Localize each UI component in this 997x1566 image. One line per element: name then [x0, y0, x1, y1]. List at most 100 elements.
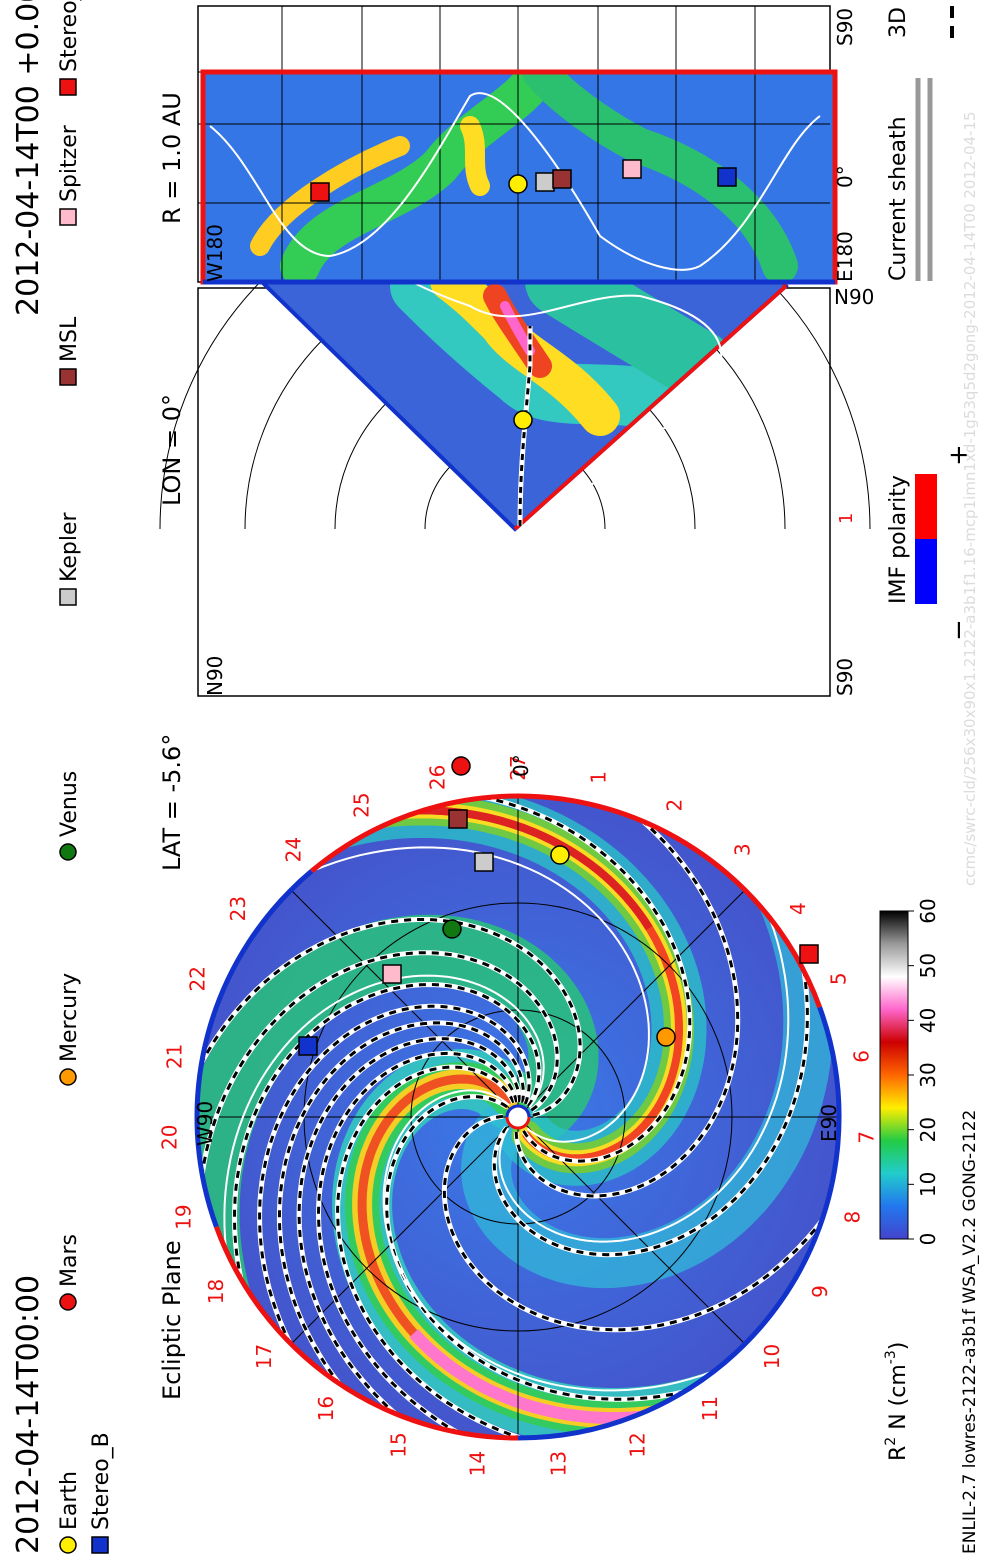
meridional-n-label: N90 [203, 656, 227, 696]
colorbar-tick-label: 0 [916, 1233, 940, 1246]
carrington-label: 4 [786, 902, 810, 915]
carrington-label: 17 [252, 1344, 276, 1369]
colorbar-tick-label: 10 [916, 1172, 940, 1197]
legend-circle-icon [59, 1293, 77, 1311]
imf-plus-label: + [944, 444, 974, 466]
carrington-labels: 1234567891011121314151617181920212223242… [158, 755, 879, 1476]
legend-item-venus: Venus [57, 771, 82, 861]
rect-stereo-a-marker [310, 182, 330, 202]
rect-sheath-line [209, 92, 821, 271]
ecliptic-lat-label: LAT = -5.6° [158, 734, 186, 871]
legend-item-earth: Earth [57, 1471, 82, 1554]
carrington-label: 19 [172, 1204, 196, 1229]
legend-label: Stereo_B [89, 1432, 114, 1530]
line-legend: Current sheath 3D IMF line [886, 0, 954, 281]
body-legend: Earth Mars Mercury Venus Kepler MSL Spitzer Ste… [57, 0, 114, 1554]
imf-line-dash [200, 918, 582, 1117]
imf-line-dash [336, 1065, 522, 1440]
colorbar-gradient [879, 910, 909, 1240]
legend-label: MSL [57, 316, 82, 362]
meridional-rim-south [513, 284, 788, 531]
colorbar-tick-label: 40 [916, 1008, 940, 1033]
carrington-label: 16 [314, 1396, 338, 1421]
rect-overlay [198, 6, 838, 285]
carrington-label: 23 [226, 896, 250, 921]
carrington-label: 14 [465, 1451, 489, 1476]
merid-earth-marker [513, 410, 533, 430]
carrington-label: 11 [698, 1396, 722, 1421]
colorbar-tick-label: 50 [916, 953, 940, 978]
imf-line-dash [485, 796, 692, 1163]
carrington-label: 1 [586, 771, 610, 784]
imf-negative-bar [915, 539, 937, 604]
ecliptic-w90-label: W90 [193, 1101, 217, 1146]
rect-stereo-b-marker [717, 167, 737, 187]
polarity-rim-arc [310, 793, 822, 1009]
colorbar-ticks: 0 10 20 30 40 50 60 [908, 898, 940, 1245]
imf-line-dash [316, 1051, 519, 1434]
spitzer-marker [382, 964, 402, 984]
imf-line-dash [492, 971, 809, 1257]
carrington-label: 5 [826, 972, 850, 985]
imf-polarity-label: IMF polarity [886, 475, 911, 604]
rect-spitzer-marker [622, 159, 642, 179]
polarity-rim-arc [194, 869, 314, 1228]
carrington-label: 10 [760, 1344, 784, 1369]
sun-marker [505, 1104, 531, 1130]
rect-n-label: N90 [834, 285, 874, 309]
ecliptic-panel: Ecliptic Plane LAT = -5.6° 1234567891011… [158, 734, 879, 1477]
legend-label: Stereo_A [57, 0, 82, 72]
current-sheath-line [382, 1089, 715, 1392]
rect-zero-label: 0° [833, 165, 857, 188]
kepler-marker [474, 852, 494, 872]
legend-label: Spitzer [57, 124, 82, 202]
density-band [197, 914, 599, 1365]
rect-s-label: S90 [833, 8, 857, 46]
carrington-label: 22 [186, 966, 210, 991]
meridional-s-label: S90 [833, 658, 857, 696]
rect-panel: R = 1.0 AU W180 E180 N90 S90 0° 1 [158, 5, 874, 524]
stereo-b-marker [298, 1036, 318, 1056]
carrington-label: 24 [282, 837, 306, 862]
legend-item-kepler: Kepler [57, 512, 82, 606]
ecliptic-bodies [298, 756, 819, 1056]
ecliptic-zero-label: 0° [509, 754, 533, 777]
imf-line-dash [514, 820, 740, 1198]
ecliptic-title: Ecliptic Plane [158, 1240, 186, 1400]
legend-circle-icon [59, 1068, 77, 1086]
legend-label: Venus [57, 771, 82, 837]
current-sheath-line [223, 974, 545, 1251]
colorbar-label: R2 N (cm-3) [883, 1342, 911, 1461]
legend-item-spitzer: Spitzer [57, 124, 82, 226]
imf-line-dash [200, 951, 559, 1175]
mars-marker [451, 756, 471, 776]
legend-item-mercury: Mercury [57, 973, 82, 1086]
polarity-rim-arc [517, 1006, 842, 1441]
polarity-rim-arc [214, 1225, 519, 1441]
imf-minus-label: − [944, 619, 974, 641]
legend-item-msl: MSL [57, 316, 82, 386]
colorbar-tick-label: 20 [916, 1117, 940, 1142]
imf-line-dash [297, 1037, 522, 1415]
mercury-marker [656, 1027, 676, 1047]
ecliptic-polarity-rim [194, 793, 842, 1441]
legend-square-icon [59, 208, 77, 226]
carrington-label: 13 [547, 1451, 571, 1476]
current-sheath-line [310, 846, 650, 1143]
merid-imf-line [518, 326, 532, 527]
model-footer: ENLIL-2.7 lowres-2122-a3b1f WSA_V2.2 GON… [960, 1110, 980, 1554]
carrington-label: 20 [158, 1125, 182, 1150]
rect-w-label: W180 [203, 224, 227, 282]
meridional-band [500, 301, 535, 356]
run-path-footer: ccmc/swrc-cld/256x30x90x1.2122-a3b1f1.16… [961, 111, 979, 886]
stereo-a-marker [799, 944, 819, 964]
legend-square-icon [59, 588, 77, 606]
carrington-label: 15 [387, 1432, 411, 1457]
legend-square-icon [59, 78, 77, 96]
carrington-label: 27 [506, 755, 530, 780]
colorbar-tick-label: 30 [916, 1062, 940, 1087]
imf-positive-bar [915, 474, 937, 539]
